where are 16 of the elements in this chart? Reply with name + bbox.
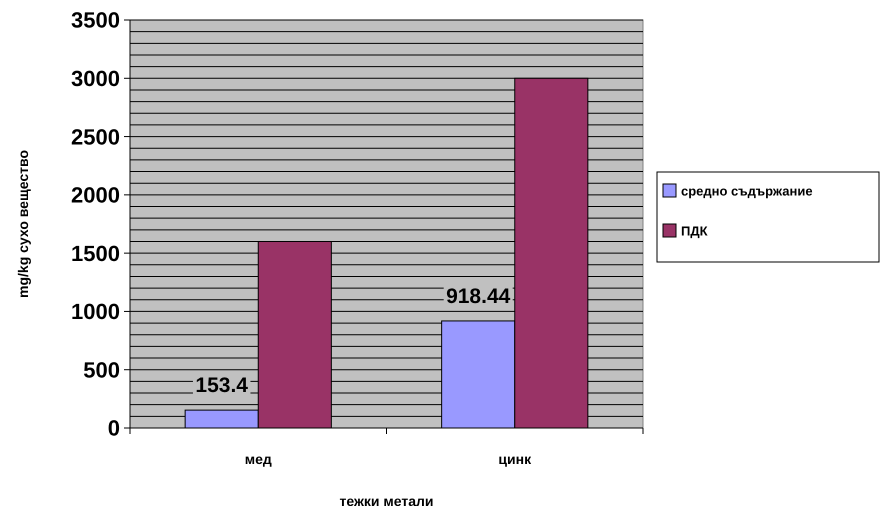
y-tick-label: 1500 [71,240,120,266]
y-tick-label: 500 [83,357,120,382]
legend-label: ПДК [681,224,708,239]
y-tick-label: 0 [108,416,120,441]
data-label: 918.44 [446,284,511,308]
y-tick-label: 2500 [71,124,120,150]
y-tick-label: 2000 [71,182,120,208]
legend-label: средно съдържание [681,184,813,199]
x-axis-title: тежки метали [340,493,434,506]
data-label: 153.4 [195,374,248,398]
x-tick-label: мед [244,451,272,467]
y-tick-label: 1000 [71,299,120,324]
y-axis-title: mg/kg сухо вещество [15,150,31,298]
x-tick-label: цинк [498,451,532,467]
y-tick-label: 3000 [71,66,120,91]
y-tick-label: 3500 [71,8,120,33]
